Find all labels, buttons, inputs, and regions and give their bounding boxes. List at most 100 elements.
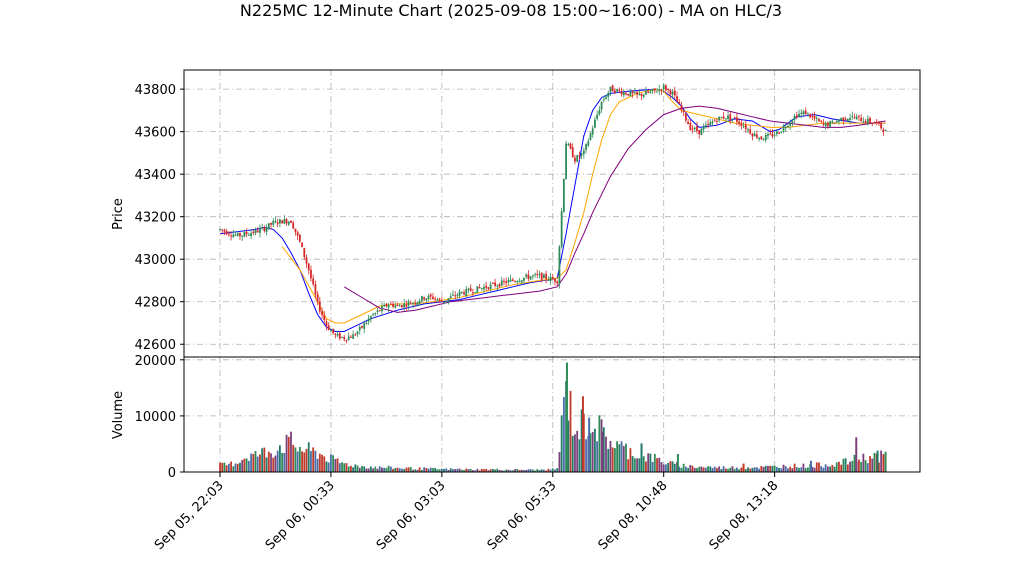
candle-body — [667, 88, 670, 90]
volume-bar — [290, 431, 292, 472]
candle-body — [330, 330, 332, 332]
volume-bar — [409, 467, 412, 472]
candle-body — [241, 235, 244, 237]
candle-body — [707, 123, 709, 125]
volume-bar — [613, 448, 616, 472]
candle-body — [540, 272, 543, 280]
volume-bar — [673, 463, 676, 472]
volume-bar — [846, 464, 849, 472]
candle-body — [221, 229, 224, 231]
candle-body — [849, 117, 851, 120]
volume-bar — [369, 466, 372, 472]
candle-body — [225, 231, 228, 235]
volume-bar — [589, 433, 592, 472]
candle-body — [511, 279, 514, 281]
candle-body — [278, 219, 281, 224]
volume-bar — [565, 362, 568, 472]
candle-body — [549, 276, 552, 282]
price-y-tick-label: 42600 — [135, 338, 176, 353]
volume-bars — [219, 362, 887, 472]
candle-body — [822, 123, 825, 125]
candle-body — [267, 223, 270, 229]
volume-bar — [265, 457, 268, 472]
volume-bar — [860, 461, 863, 472]
volume-bar — [711, 467, 714, 472]
candle-body — [826, 122, 829, 127]
volume-bar — [227, 463, 230, 472]
volume-bar — [824, 464, 827, 472]
candle-body — [576, 155, 579, 162]
volume-bar — [727, 468, 729, 472]
candle-body — [239, 232, 241, 237]
volume-bar — [298, 446, 301, 472]
candle-body — [447, 298, 450, 301]
volume-bar — [840, 464, 843, 472]
candle-body — [485, 285, 488, 288]
volume-bar — [678, 466, 681, 472]
candle-body — [254, 229, 257, 234]
volume-bar — [704, 467, 707, 472]
candle-body — [509, 279, 512, 282]
candle-body — [594, 119, 596, 128]
volume-bar — [420, 469, 423, 472]
candle-body — [285, 219, 288, 224]
candle-body — [500, 280, 503, 286]
candle-body — [736, 117, 738, 122]
candle-body — [472, 292, 474, 294]
volume-bar — [578, 439, 581, 472]
volume-bar — [707, 466, 709, 472]
candle-body — [784, 127, 787, 129]
volume-bar — [281, 452, 284, 472]
volume-bar — [278, 445, 281, 472]
volume-bar — [427, 468, 430, 472]
candle-body — [403, 303, 406, 308]
candle-body — [780, 131, 783, 133]
candle-body — [562, 178, 565, 212]
candle-body — [345, 339, 348, 341]
volume-bar — [873, 452, 876, 472]
candle-body — [587, 141, 590, 146]
candle-body — [782, 126, 785, 131]
volume-bar — [580, 409, 583, 472]
candle-body — [534, 274, 536, 276]
candle-body — [305, 257, 308, 264]
volume-bar — [250, 453, 252, 472]
volume-bar — [478, 470, 481, 472]
volume-bar — [822, 467, 825, 472]
volume-bar — [560, 415, 563, 472]
volume-bar — [225, 465, 228, 472]
volume-bar — [511, 470, 514, 472]
volume-bar — [642, 456, 645, 472]
volume-bar — [452, 469, 454, 472]
volume-bar — [742, 463, 745, 472]
volume-bar — [594, 428, 596, 472]
volume-bar — [729, 467, 732, 472]
volume-bar — [296, 451, 299, 472]
volume-bar — [651, 461, 654, 472]
volume-bar — [791, 468, 794, 472]
volume-bar — [416, 469, 419, 472]
volume-bar — [853, 454, 856, 472]
candle-body — [398, 305, 401, 307]
candle-body — [687, 121, 690, 125]
candle-body — [551, 277, 554, 280]
candle-body — [716, 120, 718, 122]
volume-bar — [629, 448, 632, 472]
volume-bar — [509, 470, 512, 472]
candle-body — [802, 111, 805, 115]
volume-bar — [272, 457, 275, 472]
candle-body — [871, 122, 874, 124]
volume-bar — [811, 466, 814, 472]
volume-bar — [383, 467, 386, 472]
candle-body — [678, 101, 681, 104]
volume-bar — [432, 468, 434, 472]
moving-averages — [219, 88, 886, 332]
volume-bar — [489, 469, 492, 472]
candle-body — [598, 110, 601, 115]
volume-bar — [443, 468, 445, 472]
volume-bar — [877, 462, 880, 472]
candle-body — [409, 303, 412, 305]
volume-bar — [367, 468, 370, 472]
candle-body — [307, 263, 310, 271]
moving-average-line — [281, 88, 886, 324]
